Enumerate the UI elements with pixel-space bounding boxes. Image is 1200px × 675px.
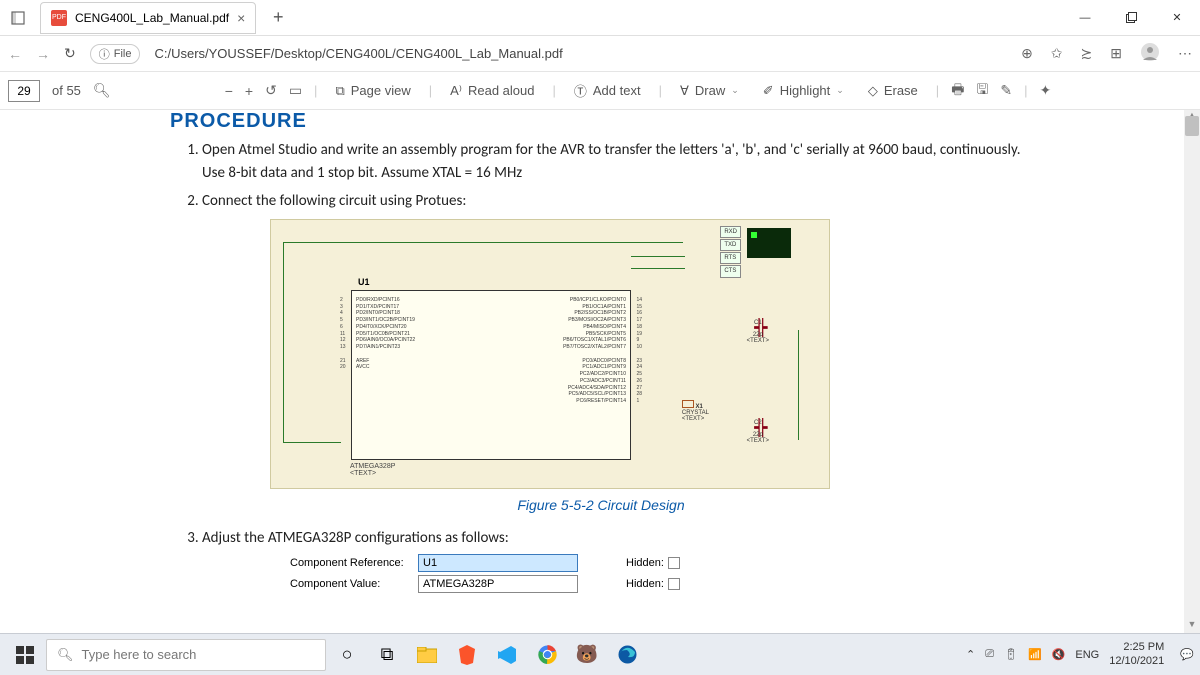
favorite-icon[interactable]: ✩ [1051,45,1063,62]
tray-volume-icon[interactable]: 🔇 [1052,648,1066,661]
cfg-ref-label: Component Reference: [290,557,410,569]
star-icon[interactable]: ✦ [1039,82,1051,99]
tray-clock[interactable]: 2:25 PM12/10/2021 [1109,641,1170,667]
config-dialog: Component Reference: Hidden: Component V… [290,554,1032,593]
window-menu-icon[interactable] [0,0,36,36]
save-icon[interactable]: 🖫 [976,79,988,103]
tray-notifications-icon[interactable]: 💬 [1180,648,1194,661]
cfg-val-label: Component Value: [290,578,410,590]
figure-caption: Figure 5-5-2 Circuit Design [170,497,1032,513]
saveas-icon[interactable]: ✎ [1000,82,1012,99]
step-3: Adjust the ATMEGA328P configurations as … [202,527,1032,550]
chip-name: ATMEGA328P<TEXT> [350,463,395,477]
new-tab-button[interactable]: + [262,2,294,34]
start-button[interactable] [6,636,44,674]
brave-icon[interactable] [448,636,486,674]
hidden-checkbox-1[interactable] [668,557,680,569]
scroll-down-icon[interactable]: ▼ [1185,619,1199,633]
tab-title: CENG400L_Lab_Manual.pdf [75,11,229,25]
serial-terminals: RXDTXDRTSCTS [720,226,741,279]
step-2: Connect the following circuit using Prot… [202,190,1032,213]
maximize-button[interactable] [1108,0,1154,36]
zoom-icon[interactable]: ⊕ [1021,45,1033,62]
hidden-checkbox-2[interactable] [668,578,680,590]
print-icon[interactable]: 🖶 [951,79,964,103]
profile-icon[interactable] [1140,42,1160,65]
pdf-icon: PDF [51,10,67,26]
page-number-input[interactable] [8,80,40,102]
capacitor-c1: C1┥┝ 22p<TEXT> [747,320,769,344]
close-window-button[interactable]: ✕ [1154,0,1200,36]
address-path[interactable]: C:/Users/YOUSSEF/Desktop/CENG400L/CENG40… [154,46,562,61]
tray-meet-icon[interactable]: ⎚ [985,648,994,661]
refresh-button[interactable]: ↻ [64,45,76,62]
vscode-icon[interactable] [488,636,526,674]
taskbar: 🔍︎ Type here to search ○ ⧉ 🐻 ⌃ ⎚ 🔋︎ 📶 🔇 … [0,633,1200,675]
menu-button[interactable]: ⋯ [1178,45,1192,62]
page-total: of 55 [52,83,81,98]
step-1: Open Atmel Studio and write an assembly … [202,139,1032,186]
rotate-icon[interactable]: ↺ [265,82,277,99]
zoom-out-icon[interactable]: − [225,83,233,99]
zoom-in-icon[interactable]: + [245,83,253,99]
file-chip: ⓘ File [90,44,141,64]
capacitor-c2: C2┥┝ 22p<TEXT> [747,420,769,444]
virtual-terminal [747,228,791,258]
draw-button[interactable]: ∀Draw⌄ [674,80,745,102]
circuit-diagram: RXDTXDRTSCTS U1 PD0/RXD/PCINT16PD1/TXD/P… [270,219,830,489]
explorer-icon[interactable] [408,636,446,674]
mcu-chip: U1 PD0/RXD/PCINT16PD1/TXD/PCINT17PD2/INT… [351,290,631,460]
tray-chevron-icon[interactable]: ⌃ [966,648,975,661]
tab-close-icon[interactable]: × [237,10,245,26]
tray-lang[interactable]: ENG [1075,649,1099,661]
add-text-button[interactable]: ⓉAdd text [568,78,647,103]
crystal-x1: X1 CRYSTAL<TEXT> [682,400,709,422]
hidden-label-1: Hidden: [626,557,664,569]
app-icon-1[interactable]: 🐻 [568,636,606,674]
forward-button[interactable]: → [36,46,50,62]
fit-icon[interactable]: ▭ [289,82,302,99]
back-button[interactable]: ← [8,46,22,62]
chip-ref: U1 [358,277,370,287]
search-icon: 🔍︎ [57,647,74,663]
tray-battery-icon[interactable]: 🔋︎ [1004,648,1018,661]
taskview-icon[interactable]: ⧉ [368,636,406,674]
minimize-button[interactable]: — [1062,0,1108,36]
taskbar-search[interactable]: 🔍︎ Type here to search [46,639,326,671]
hidden-label-2: Hidden: [626,578,664,590]
page-view-button[interactable]: ⧉Page view [329,80,416,102]
read-aloud-button[interactable]: A⁾Read aloud [444,80,540,102]
procedure-heading: PROCEDURE [170,110,1032,133]
scroll-thumb[interactable] [1185,116,1199,136]
tray-wifi-icon[interactable]: 📶 [1028,648,1042,661]
cfg-ref-input[interactable] [418,554,578,572]
search-placeholder: Type here to search [82,647,197,662]
collections-icon[interactable]: ≿ [1081,45,1093,62]
document-viewport: PROCEDURE Open Atmel Studio and write an… [0,110,1182,633]
cortana-icon[interactable]: ○ [328,636,366,674]
chrome-icon[interactable] [528,636,566,674]
erase-button[interactable]: ◇Erase [862,80,924,102]
vertical-scrollbar[interactable]: ▲ ▼ [1184,110,1200,633]
highlight-button[interactable]: ✐Highlight⌄ [757,80,850,102]
browser-tab[interactable]: PDF CENG400L_Lab_Manual.pdf × [40,2,256,34]
cfg-val-input[interactable] [418,575,578,593]
edge-icon[interactable] [608,636,646,674]
search-icon[interactable]: 🔍︎ [93,82,111,99]
addpage-icon[interactable]: ⊞ [1110,45,1122,62]
